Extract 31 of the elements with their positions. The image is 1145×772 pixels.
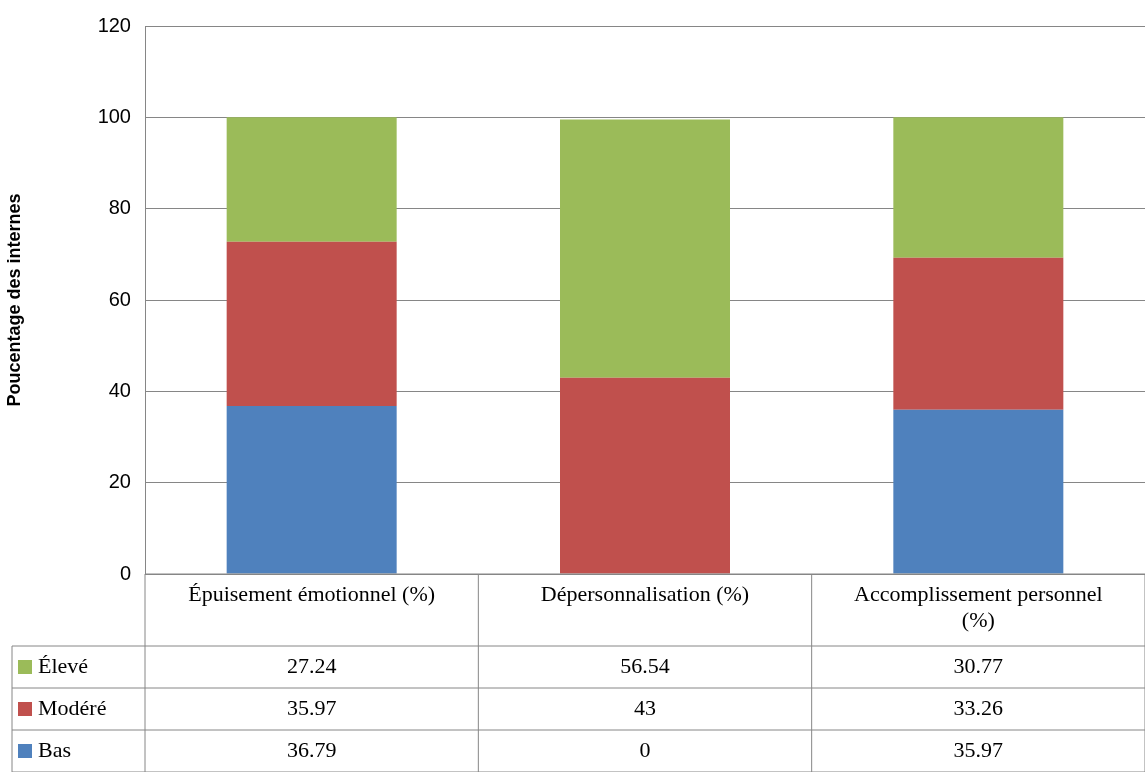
y-tick-label: 60 [108, 287, 131, 310]
bar [560, 119, 730, 378]
data-label: 30.77 [953, 652, 1004, 678]
bar [226, 405, 397, 574]
bar [560, 377, 730, 574]
y-tick-label: 0 [119, 561, 131, 584]
y-axis-title: Poucentage des internes [3, 193, 24, 407]
x-tick-label: Dépersonnalisation (%) [540, 580, 750, 606]
data-label: 35.97 [286, 694, 337, 720]
data-label: 33.26 [953, 694, 1004, 720]
legend-label: Bas [38, 736, 71, 762]
y-tick-label: 80 [108, 196, 131, 219]
data-label: 27.24 [286, 652, 337, 678]
legend-label: Modéré [38, 694, 107, 720]
x-tick-label: Épuisement émotionnel (%) [188, 580, 436, 606]
y-tick-label: 20 [108, 470, 131, 493]
data-label: 43 [634, 694, 656, 720]
bar [893, 117, 1064, 258]
y-tick-label: 120 [97, 13, 131, 36]
x-tick-label: Accomplissement personnel (%) [854, 580, 1103, 633]
y-tick-label: 100 [97, 104, 131, 127]
y-tick-label: 40 [108, 378, 131, 401]
data-label: 36.79 [286, 736, 337, 762]
bar [226, 117, 397, 242]
data-label: 0 [639, 736, 651, 762]
legend-label: Élevé [38, 652, 89, 678]
bar [893, 409, 1064, 574]
bar [226, 241, 397, 406]
data-label: 35.97 [953, 736, 1004, 762]
data-label: 56.54 [620, 652, 670, 678]
bar [893, 257, 1064, 410]
